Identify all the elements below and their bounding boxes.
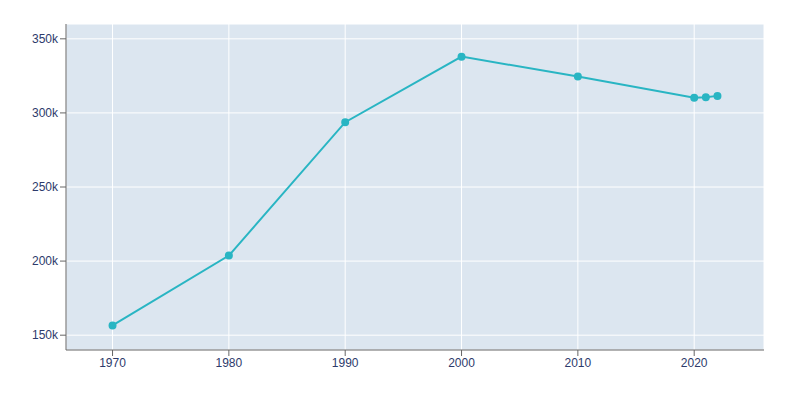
svg-text:350k: 350k: [32, 32, 59, 46]
svg-text:1980: 1980: [216, 356, 243, 370]
svg-text:2020: 2020: [681, 356, 708, 370]
svg-text:250k: 250k: [32, 180, 59, 194]
svg-text:150k: 150k: [32, 328, 59, 342]
svg-text:200k: 200k: [32, 254, 59, 268]
svg-text:1970: 1970: [99, 356, 126, 370]
svg-text:1990: 1990: [332, 356, 359, 370]
svg-text:300k: 300k: [32, 106, 59, 120]
svg-text:2010: 2010: [565, 356, 592, 370]
svg-text:2000: 2000: [448, 356, 475, 370]
